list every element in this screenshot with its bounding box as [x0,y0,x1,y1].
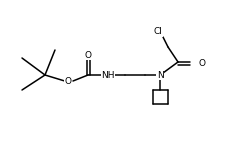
Text: O: O [198,58,205,67]
Text: O: O [64,78,71,86]
Text: Cl: Cl [154,27,162,36]
Text: O: O [85,51,92,60]
Text: N: N [157,70,163,79]
Text: NH: NH [101,70,115,79]
